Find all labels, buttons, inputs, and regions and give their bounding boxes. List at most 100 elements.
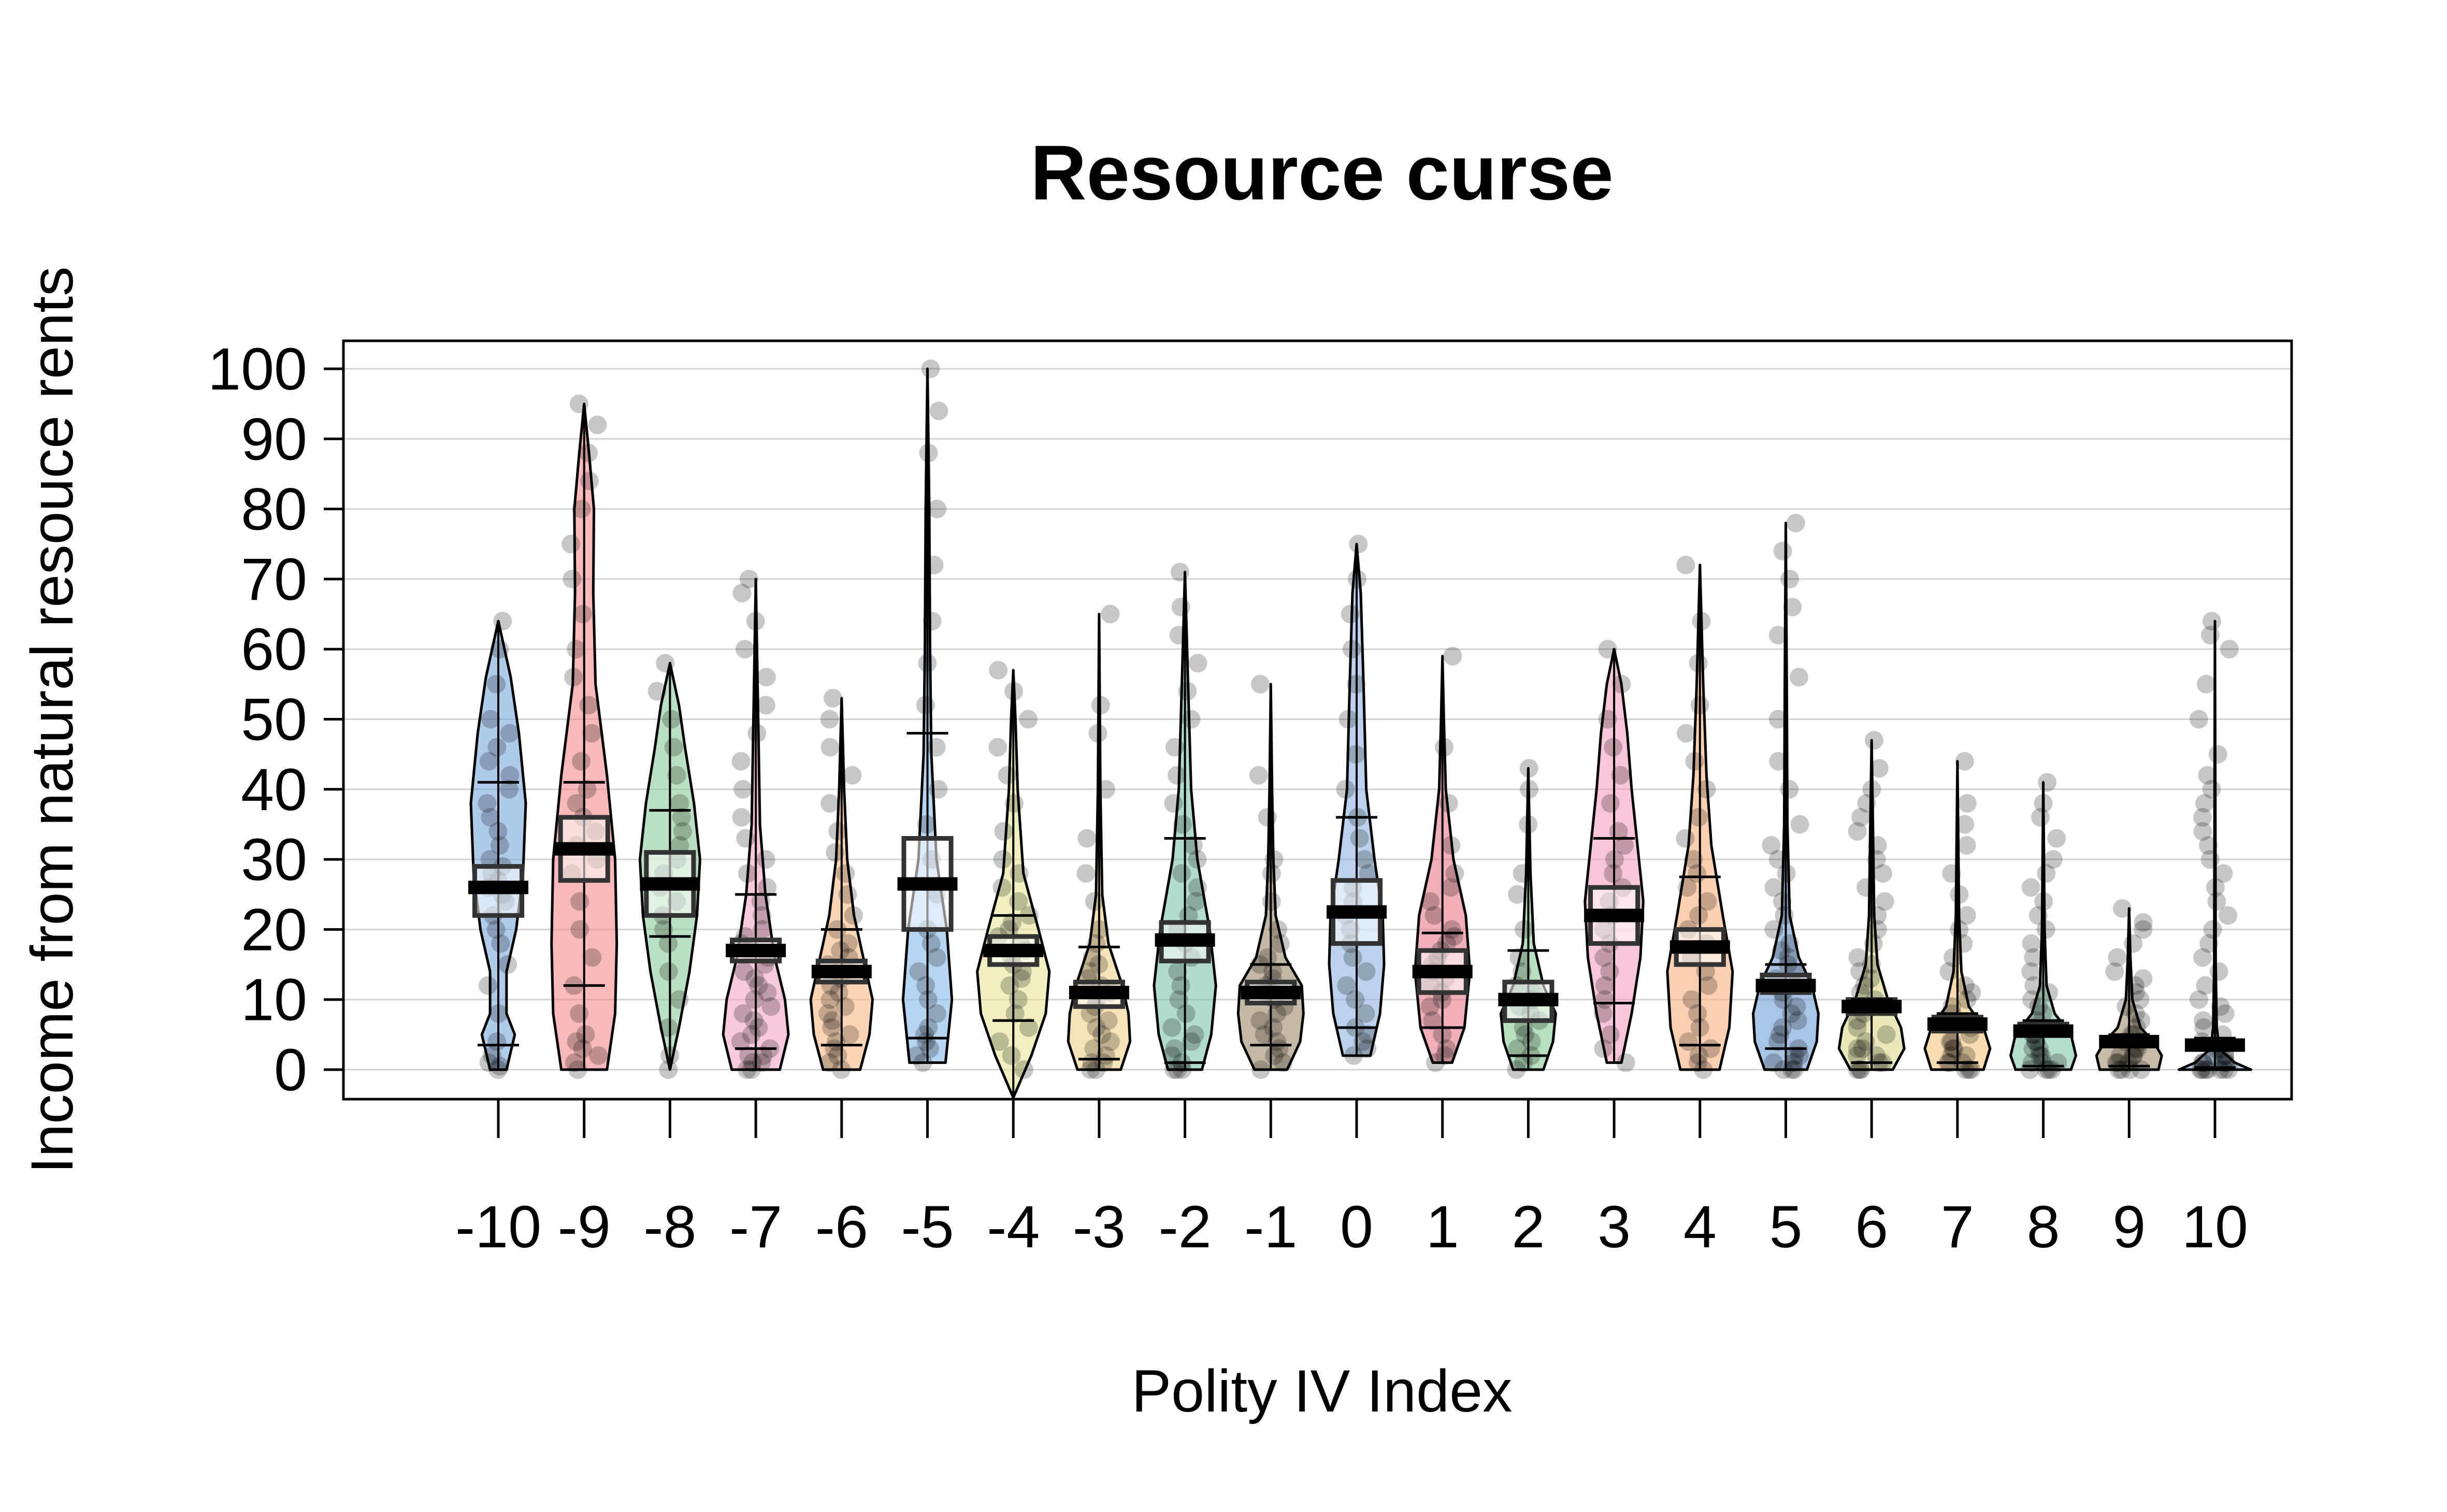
data-point bbox=[1013, 962, 1032, 981]
data-point bbox=[1184, 836, 1203, 855]
data-point bbox=[487, 674, 506, 694]
data-point bbox=[576, 1025, 595, 1044]
data-point bbox=[567, 794, 586, 813]
data-point bbox=[572, 499, 591, 519]
data-point bbox=[1868, 920, 1887, 939]
data-point bbox=[836, 864, 855, 883]
data-point bbox=[1786, 513, 1805, 532]
data-point bbox=[1678, 878, 1697, 897]
data-point bbox=[1342, 640, 1361, 659]
data-point bbox=[2113, 899, 2132, 918]
x-tick-label: 10 bbox=[2182, 1194, 2248, 1260]
data-point bbox=[1957, 990, 1977, 1009]
data-point bbox=[1507, 1060, 1526, 1079]
data-point bbox=[1344, 1046, 1363, 1065]
data-point bbox=[2199, 934, 2219, 953]
data-point bbox=[2203, 612, 2221, 631]
data-point bbox=[1004, 794, 1024, 813]
group-8 bbox=[2009, 773, 2078, 1079]
data-point bbox=[1688, 1004, 1707, 1023]
data-point bbox=[583, 948, 602, 967]
data-point bbox=[1168, 962, 1187, 981]
data-point bbox=[2193, 808, 2212, 827]
x-tick-label: 8 bbox=[2027, 1194, 2060, 1260]
data-point bbox=[1772, 941, 1791, 960]
data-point bbox=[672, 808, 691, 827]
data-point bbox=[2117, 997, 2136, 1016]
data-point bbox=[988, 738, 1007, 757]
data-point bbox=[1002, 1046, 1021, 1065]
data-point bbox=[2039, 983, 2059, 1002]
data-point bbox=[1942, 1046, 1961, 1065]
data-point bbox=[2220, 640, 2239, 659]
data-point bbox=[754, 1046, 773, 1065]
data-point bbox=[2033, 1004, 2052, 1023]
group--6 bbox=[809, 688, 874, 1079]
data-point bbox=[2038, 773, 2057, 792]
data-point bbox=[564, 668, 583, 687]
data-point bbox=[1598, 710, 1617, 729]
data-point bbox=[490, 836, 509, 855]
data-point bbox=[489, 1004, 508, 1023]
data-point bbox=[1780, 569, 1800, 588]
data-point bbox=[1867, 1046, 1885, 1065]
data-point bbox=[1762, 836, 1781, 855]
data-point bbox=[1594, 948, 1614, 967]
data-point bbox=[1779, 948, 1798, 967]
data-point bbox=[1856, 1032, 1875, 1051]
data-point bbox=[1084, 1039, 1103, 1058]
data-point bbox=[731, 1032, 750, 1051]
data-point bbox=[820, 1053, 839, 1072]
group-2 bbox=[1498, 759, 1559, 1079]
y-tick-label: 40 bbox=[241, 757, 307, 823]
data-point bbox=[1010, 864, 1029, 883]
group-3 bbox=[1584, 640, 1645, 1072]
data-point bbox=[2126, 983, 2146, 1002]
data-point bbox=[1850, 962, 1869, 981]
data-point bbox=[1616, 1053, 1635, 1072]
data-point bbox=[1605, 850, 1624, 869]
data-point bbox=[1685, 752, 1704, 771]
data-point bbox=[2214, 1060, 2234, 1079]
data-point bbox=[1421, 892, 1440, 911]
data-point bbox=[1851, 983, 1870, 1002]
group-6 bbox=[1837, 731, 1906, 1079]
data-point bbox=[2111, 1046, 2129, 1065]
x-axis-label: Polity IV Index bbox=[1131, 1358, 1512, 1424]
data-point bbox=[488, 1060, 508, 1079]
data-point bbox=[487, 738, 507, 757]
data-point bbox=[1856, 878, 1876, 897]
data-point bbox=[1782, 1004, 1801, 1023]
data-point bbox=[822, 1018, 841, 1037]
data-point bbox=[836, 997, 855, 1016]
data-point bbox=[839, 934, 858, 953]
data-point bbox=[1162, 1018, 1182, 1037]
group-4 bbox=[1666, 555, 1734, 1079]
data-point bbox=[1264, 850, 1284, 869]
data-point bbox=[1435, 738, 1453, 757]
x-tick-label: 3 bbox=[1597, 1194, 1631, 1260]
data-point bbox=[738, 864, 757, 883]
data-point bbox=[2194, 1011, 2213, 1030]
group-10 bbox=[2177, 612, 2253, 1079]
data-point bbox=[1091, 696, 1110, 715]
data-point bbox=[1780, 780, 1799, 799]
data-point bbox=[1774, 990, 1793, 1009]
data-point bbox=[2219, 1060, 2238, 1079]
data-point bbox=[1956, 1046, 1976, 1065]
data-point bbox=[1861, 969, 1880, 988]
data-point bbox=[491, 934, 510, 953]
data-point bbox=[2134, 969, 2153, 988]
data-point bbox=[478, 976, 497, 995]
x-tick-label: -8 bbox=[643, 1194, 696, 1260]
data-point bbox=[2034, 892, 2053, 911]
data-point bbox=[1258, 948, 1277, 967]
x-tick-label: -3 bbox=[1073, 1194, 1126, 1260]
data-point bbox=[1864, 731, 1883, 750]
data-point bbox=[1942, 864, 1961, 883]
data-point bbox=[2126, 1004, 2145, 1023]
data-point bbox=[1508, 885, 1527, 904]
data-point bbox=[1179, 906, 1198, 925]
data-point bbox=[828, 822, 847, 841]
